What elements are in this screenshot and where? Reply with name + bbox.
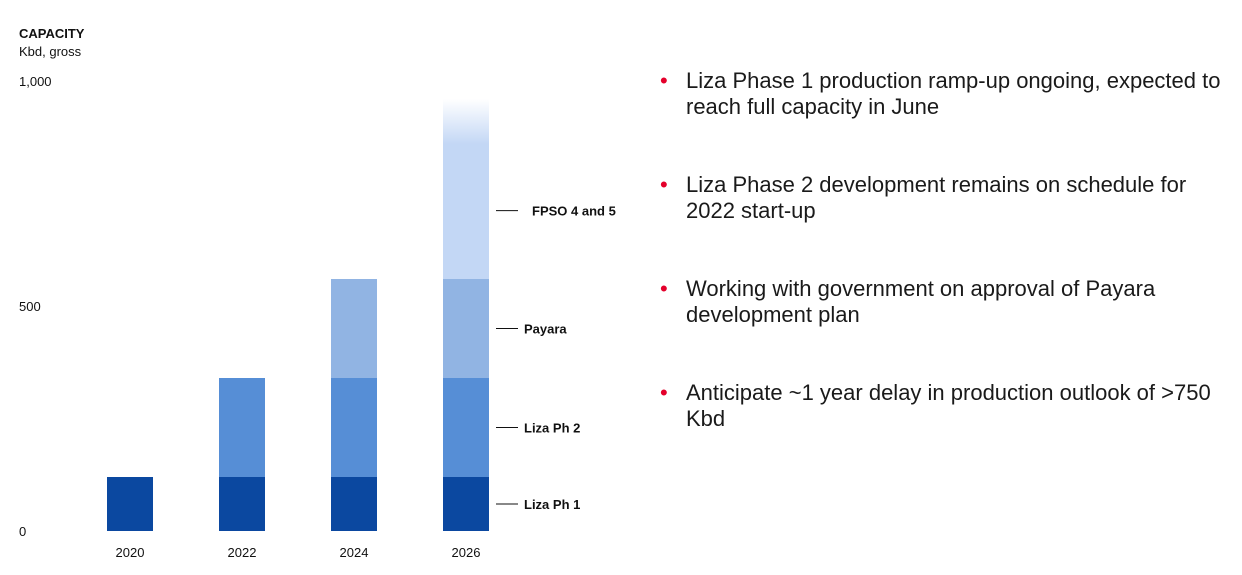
bar-segment (331, 279, 377, 378)
bar-segment (331, 378, 377, 477)
series-label: Liza Ph 1 (524, 497, 580, 512)
bullet-item: • Working with government on approval of … (660, 276, 1230, 328)
series-label: Payara (524, 322, 567, 337)
bar-segment (443, 477, 489, 531)
chart-subtitle: Kbd, gross (19, 44, 82, 59)
bullet-item: • Anticipate ~1 year delay in production … (660, 380, 1230, 432)
bullet-list: • Liza Phase 1 production ramp-up ongoing… (660, 68, 1230, 432)
bullet-dot-icon: • (660, 276, 668, 301)
bullet-text: Liza Phase 1 production ramp-up ongoing,… (686, 68, 1221, 119)
bar-segment (331, 477, 377, 531)
bar-segment (107, 477, 153, 531)
x-tick-label: 2024 (340, 545, 369, 560)
bullet-dot-icon: • (660, 68, 668, 93)
bar-segment (219, 378, 265, 477)
bullet-item: • Liza Phase 2 development remains on sch… (660, 172, 1230, 224)
x-tick-label: 2026 (452, 545, 481, 560)
bullet-dot-icon: • (660, 172, 668, 197)
y-tick-label: 1,000 (19, 74, 52, 89)
chart-title: CAPACITY (19, 26, 85, 41)
bullet-text: Anticipate ~1 year delay in production o… (686, 380, 1211, 431)
bullet-item: • Liza Phase 1 production ramp-up ongoing… (660, 68, 1230, 120)
series-label: FPSO 4 and 5 (532, 204, 616, 219)
bar-segment (219, 477, 265, 531)
y-tick-label: 500 (19, 299, 41, 314)
bullet-text: Working with government on approval of P… (686, 276, 1156, 327)
bar-segment (443, 99, 489, 279)
bar-segment (443, 378, 489, 477)
x-tick-label: 2022 (228, 545, 257, 560)
y-tick-label: 0 (19, 524, 26, 539)
x-tick-label: 2020 (116, 545, 145, 560)
capacity-chart: CAPACITY Kbd, gross 1,000 500 0 2020 2022 20… (19, 26, 616, 560)
bullet-dot-icon: • (660, 380, 668, 405)
series-label: Liza Ph 2 (524, 421, 580, 436)
bar-segment (443, 279, 489, 378)
bullet-text: Liza Phase 2 development remains on sche… (686, 172, 1187, 223)
